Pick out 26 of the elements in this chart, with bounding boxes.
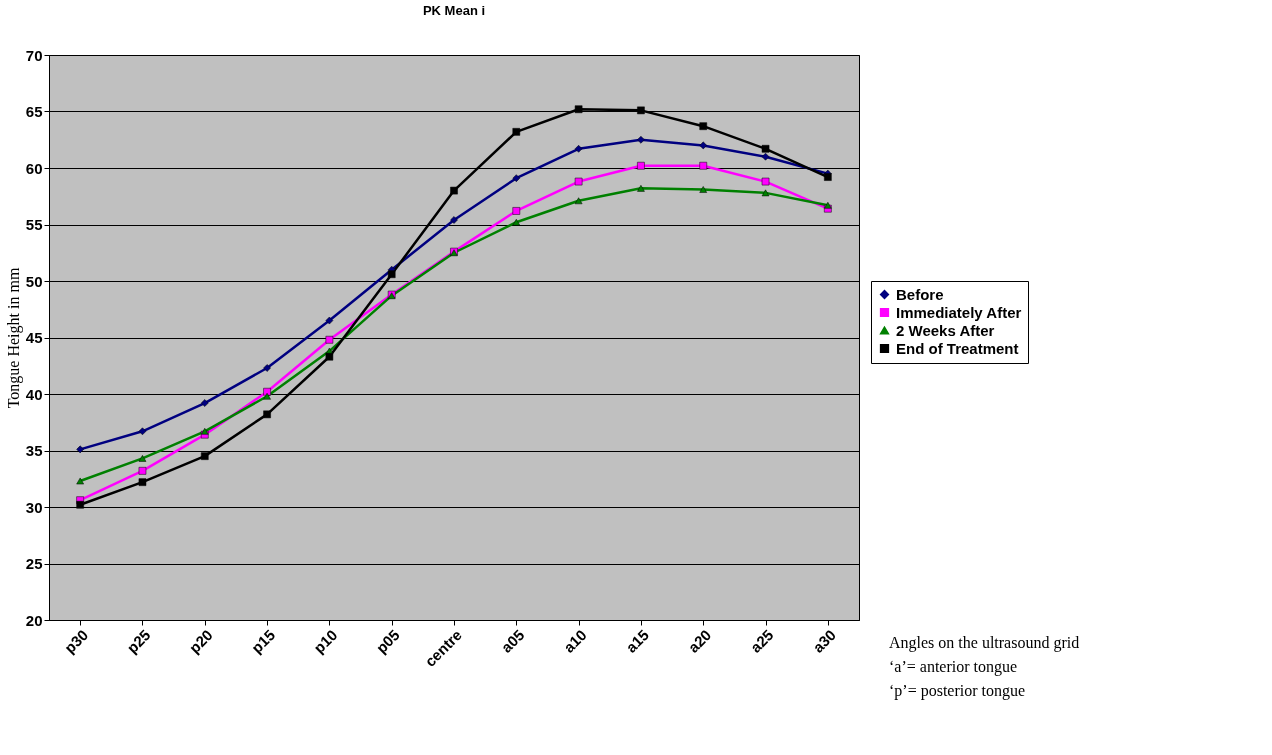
y-tick-label: 35 (25, 442, 43, 459)
y-tick-label: 65 (25, 103, 43, 120)
y-axis-title: Tongue Height in mm (4, 267, 23, 409)
y-tick-label: 25 (25, 555, 43, 572)
y-tick-label: 20 (25, 611, 43, 629)
y-tick-label: 70 (25, 46, 43, 64)
y-tick-label: 45 (25, 329, 43, 346)
text: ‘p’= posterior tongue (889, 682, 1026, 700)
text: Angles on the ultrasound grid (889, 634, 1080, 652)
y-tick-label: 40 (25, 385, 43, 403)
x-tick-label: a05 (497, 626, 528, 656)
chart-title: PK Mean i (422, 3, 486, 18)
legend-label: Immediately After (896, 303, 1022, 321)
y-tick-label: 60 (25, 159, 43, 177)
legend-label: End of Treatment (896, 339, 1019, 357)
text: ‘a’= anterior tongue (889, 658, 1018, 676)
x-tick-label: a10 (560, 626, 590, 656)
legend-label: 2 Weeks After (896, 321, 995, 339)
legend-label: Before (896, 285, 944, 303)
x-tick-label: a25 (746, 626, 777, 656)
x-tick-label: a20 (684, 626, 715, 656)
y-tick-label: 50 (25, 272, 43, 290)
x-tick-label: a30 (809, 626, 839, 656)
y-tick-label: 55 (25, 216, 43, 233)
y-tick-label: 30 (25, 498, 43, 516)
x-tick-label: a15 (622, 626, 653, 656)
